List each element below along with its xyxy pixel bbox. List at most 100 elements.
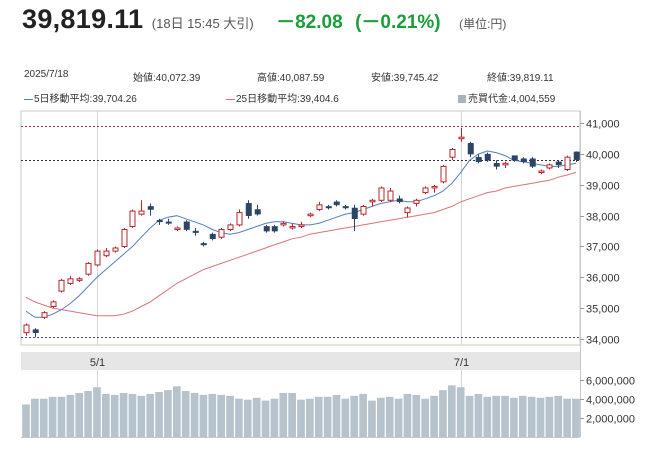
candle-body-up [422,187,429,194]
candle-body-up [564,156,571,170]
ma5-line [25,150,577,318]
volume-bar [545,396,554,437]
volume-bar [527,396,536,437]
candle-body-down [351,207,358,220]
quote-header: 39,819.11 (18日 15:45 大引) －82.08 (－0.21%)… [22,4,506,44]
volume-bar [554,395,563,437]
candle-body-down [271,226,278,232]
volume-bar [39,398,48,437]
price-change: －82.08 [276,12,343,33]
volume-bar [261,400,270,437]
candle-body-up [458,136,465,140]
candle-body-up [387,190,394,201]
candle-body-up [85,262,92,275]
candle-body-up [440,165,447,183]
candle-body-up [546,164,553,169]
volume-bar [430,395,438,437]
volume-bar [137,395,146,437]
candle-body-up [112,247,119,252]
candle-body-down [573,151,580,160]
volume-bar [368,400,376,437]
volume-bar [439,390,447,437]
candle-body-up [58,279,65,292]
candle-body-down [156,220,163,223]
candle-body-down [183,221,190,230]
volume-bar [75,392,84,437]
candle-body-up [369,199,376,203]
ma25-swatch-icon [226,98,235,100]
volume-tick-label: 6,000,000 [586,376,635,388]
candle-body-up [67,278,74,284]
ma25-line [25,171,577,317]
volume-bar [208,393,217,437]
volume-bar [572,398,580,437]
candle-body-down [529,158,536,167]
volume-bar [226,395,234,437]
y-tick-label: 38,000 [586,212,620,224]
volume-bar [447,385,456,437]
price-panel-frame [20,110,581,346]
candle-body-down [555,161,562,166]
candle-body-down [484,153,491,161]
candle-body-down [333,201,340,206]
legend-volume: 売買代金:4,004,559 [458,90,555,105]
candle-body-down [192,230,199,233]
volume-tick-label: 4,000,000 [586,395,635,407]
legend-ma5-label: 5日移動平均:39,704.26 [34,94,137,105]
volume-bar [279,392,288,437]
volume-bar [119,392,128,437]
volume-bar [456,387,465,437]
volume-bar [518,395,527,437]
volume-bar [385,396,394,437]
volume-bar [492,395,500,437]
volume-bar [243,399,252,437]
volume-bar [93,387,101,437]
candle-body-up [227,224,234,231]
volume-bar [199,394,208,437]
candles-layer [23,127,580,338]
candle-body-up [138,210,145,215]
moving-average-layer [25,150,577,318]
candle-body-up [218,229,225,238]
candle-body-up [103,250,110,257]
volume-bar [341,398,350,437]
candle-body-down [209,233,216,240]
candle-body-up [289,225,296,229]
candle-body-up [431,185,438,189]
ma5-swatch-icon [24,98,33,100]
volume-layer [22,385,580,437]
candle-body-up [174,227,181,231]
current-price: 39,819.11 [22,4,144,34]
candle-body-up [23,324,30,334]
volume-bar [172,386,181,437]
candle-body-up [280,222,287,226]
volume-bar [394,398,403,437]
x-tick-label: 5/1 [90,357,105,369]
y-tick-label: 37,000 [586,242,620,254]
candle-body-down [342,206,349,209]
candle-body-down [475,156,482,163]
grid-layer [20,110,581,438]
volume-bar [501,395,509,437]
volume-bar [297,399,305,437]
volume-bar [377,397,385,437]
axes-layer: 5/1 7/1 41,000 40,000 39,000 38,000 37,000 36,0… [90,119,635,426]
volume-bar [314,396,323,437]
candle-body-down [245,203,252,216]
candle-body-up [94,250,101,266]
volume-bar [190,392,199,437]
candle-body-down [325,206,332,209]
volume-bar [421,398,430,437]
candle-body-up [76,278,83,281]
volume-bar [164,390,172,437]
legend-ma25-label: 25日移動平均:39,404.6 [236,94,339,105]
candle-body-up [307,213,314,217]
volume-bar [270,398,279,437]
candle-body-down [511,155,518,161]
volume-bar [84,391,92,437]
volume-bar [306,398,314,437]
volume-bar [403,393,412,437]
volume-bar [57,396,66,437]
volume-bar [128,393,137,437]
y-tick-label: 40,000 [586,150,620,162]
